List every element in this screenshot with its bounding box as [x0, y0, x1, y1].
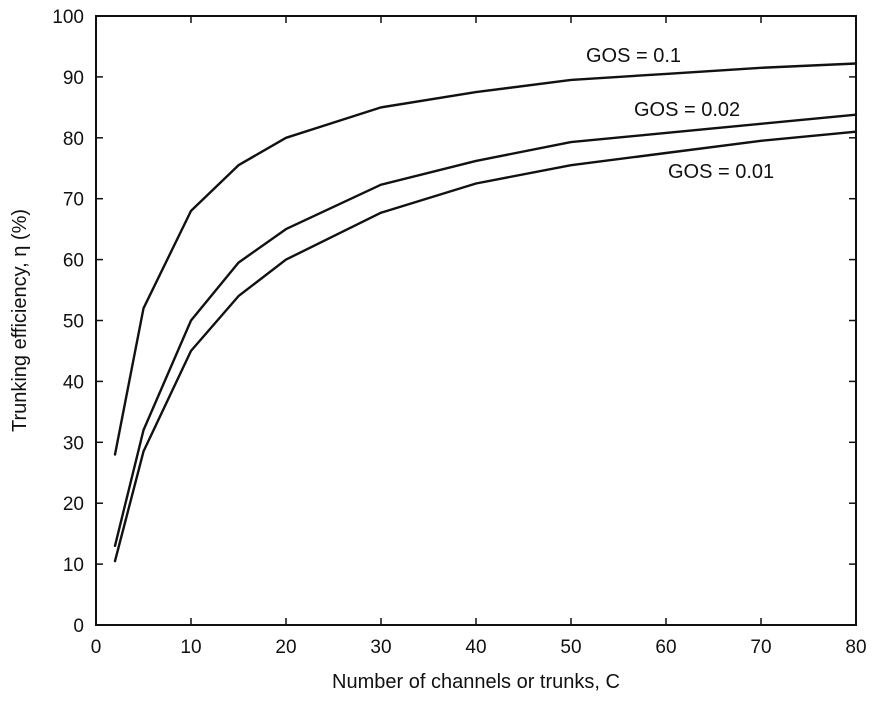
x-tick-label: 40 [465, 637, 486, 658]
y-tick-label: 10 [63, 555, 84, 576]
x-tick-label: 20 [275, 637, 296, 658]
series-line-0 [113, 62, 858, 456]
y-tick-label: 50 [63, 312, 84, 333]
y-tick-label: 40 [63, 372, 84, 393]
y-tick-label: 70 [63, 190, 84, 211]
y-tick-label: 30 [63, 433, 84, 454]
x-tick-label: 10 [180, 637, 201, 658]
series-line-1 [113, 113, 858, 547]
y-tick-label: 90 [63, 68, 84, 89]
y-tick-label: 80 [63, 129, 84, 150]
x-axis-title: Number of channels or trunks, C [332, 671, 620, 693]
x-tick-label: 60 [655, 637, 676, 658]
x-tick-label: 70 [750, 637, 771, 658]
x-tick-label: 0 [91, 637, 102, 658]
series-label-1: GOS = 0.02 [634, 99, 740, 121]
series-label-0: GOS = 0.1 [586, 45, 681, 67]
series-labels: GOS = 0.1 GOS = 0.02 GOS = 0.01 [586, 45, 774, 183]
x-tick-label: 80 [845, 637, 866, 658]
series-line-2 [113, 130, 858, 563]
y-tick-label: 60 [63, 251, 84, 272]
series-lines [113, 62, 858, 563]
y-tick-label: 0 [73, 616, 84, 637]
x-tick-label: 50 [560, 637, 581, 658]
plot-frame [95, 15, 857, 626]
y-axis-title: Trunking efficiency, η (%) [9, 209, 31, 432]
axis-ticks: 0 10 20 30 40 50 60 70 80 0 10 20 30 40 50 60 70 80 90 100 [52, 7, 866, 658]
y-tick-label: 20 [63, 494, 84, 515]
series-label-2: GOS = 0.01 [668, 161, 774, 183]
x-tick-label: 30 [370, 637, 391, 658]
plot-area [95, 15, 857, 626]
y-tick-label: 100 [52, 7, 84, 28]
